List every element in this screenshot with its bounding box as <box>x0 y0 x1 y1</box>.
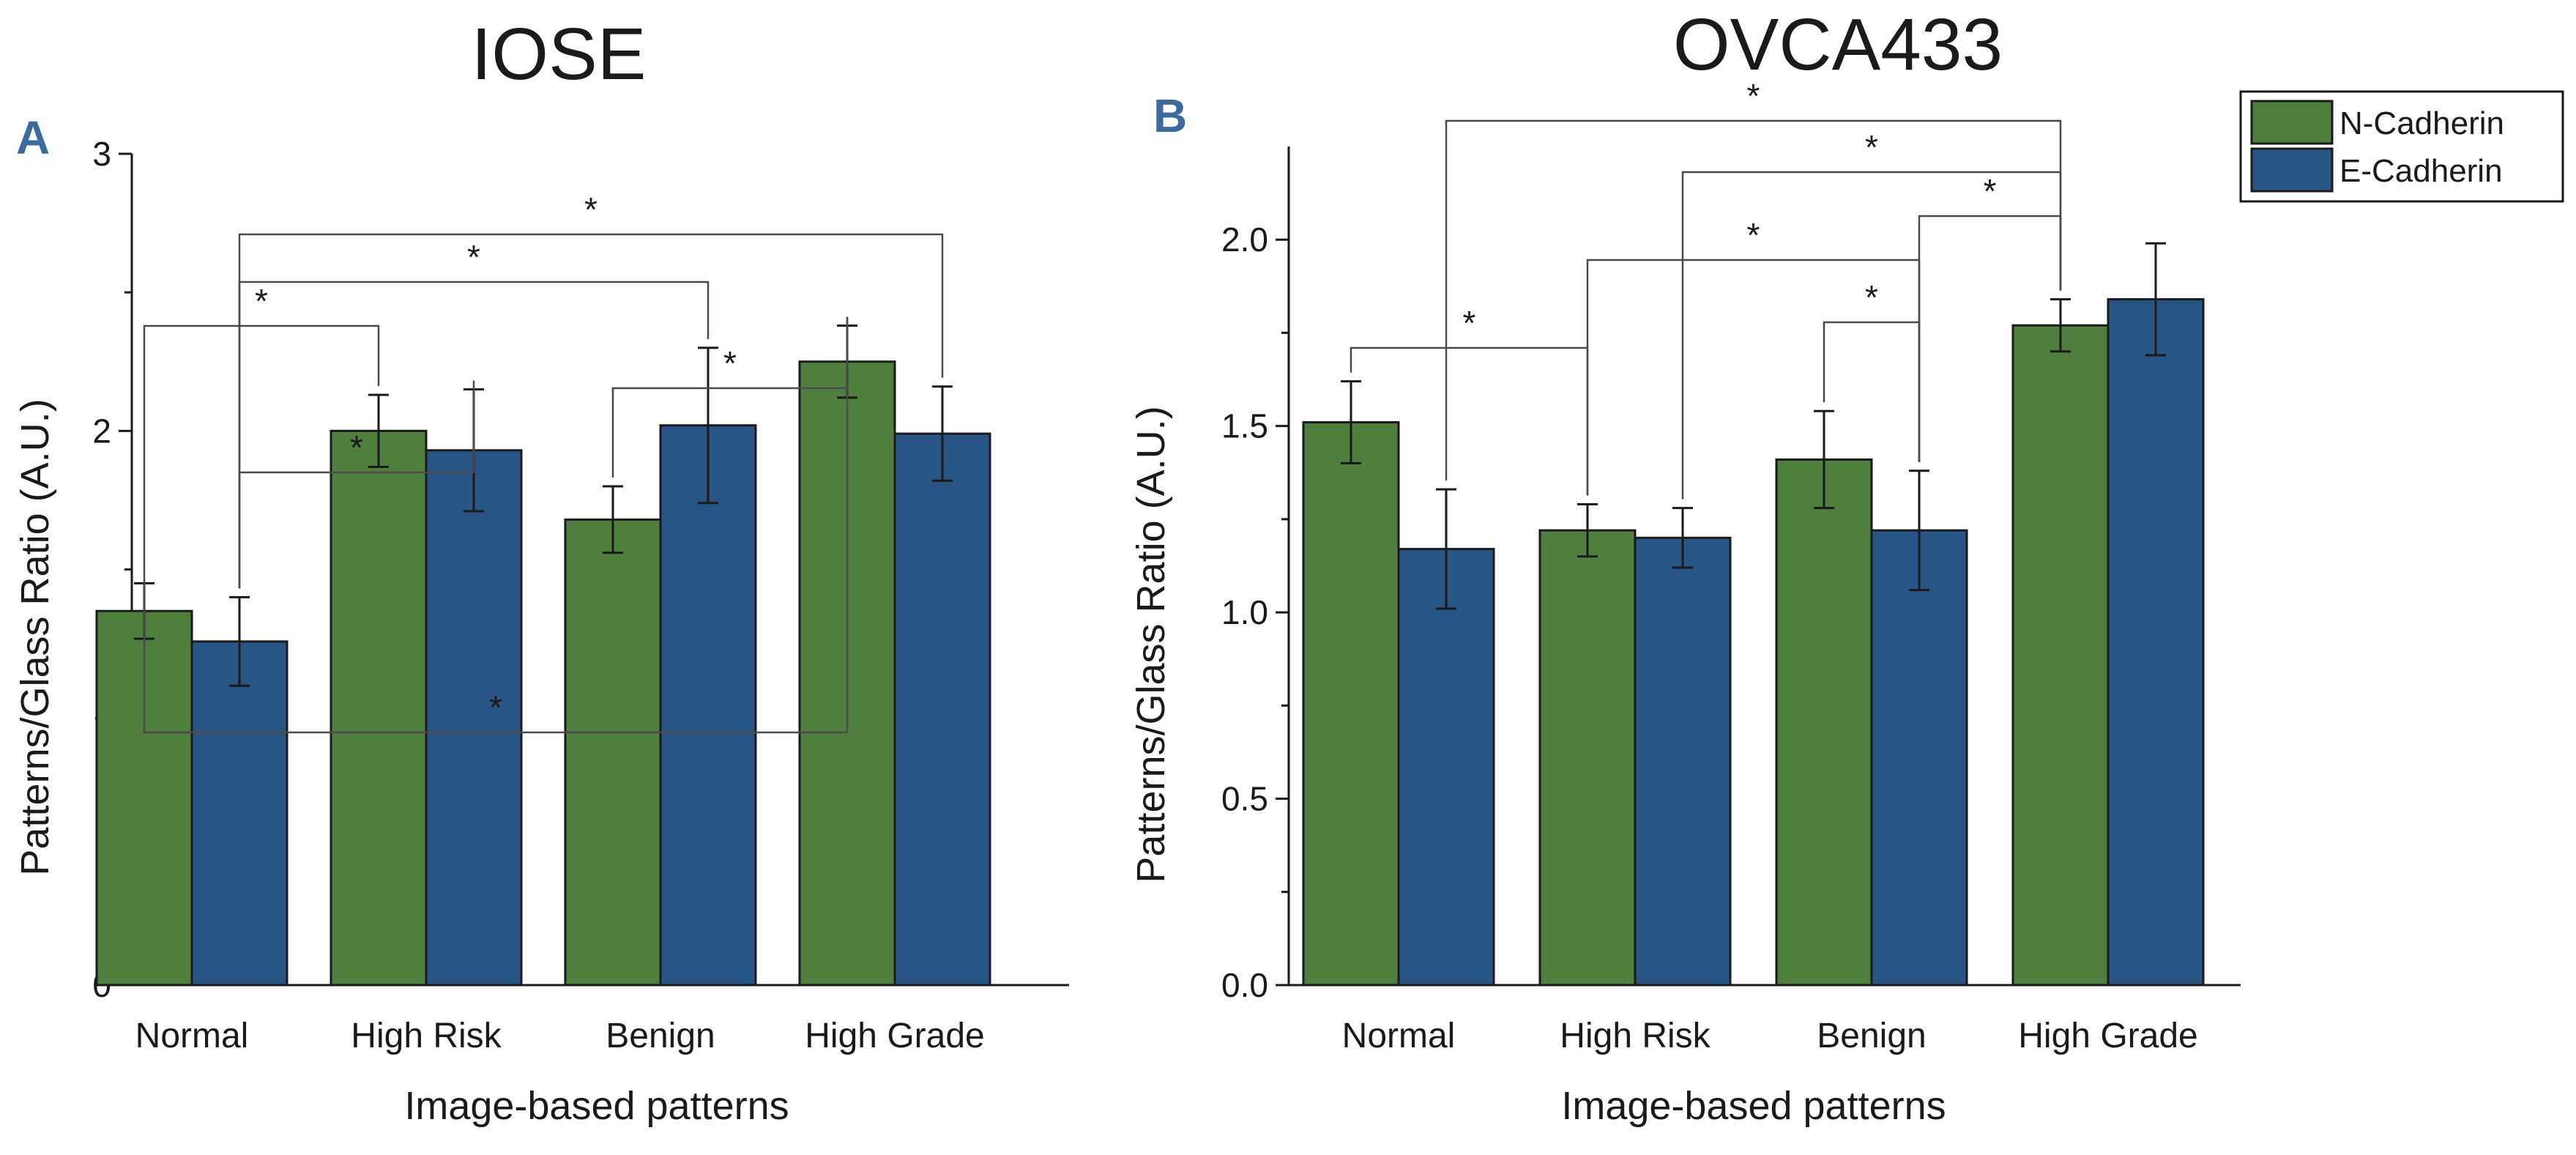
panel-b-category-label: Benign <box>1817 1017 1926 1055</box>
panel-b: OVCA433 B Patterns/Glass Ratio (A.U.) Im… <box>1129 4 2241 1128</box>
panel-b-y-tick-label: 0.5 <box>1221 780 1268 818</box>
panel-a-significance-bracket <box>611 316 849 478</box>
panel-a: IOSE A Patterns/Glass Ratio (A.U.) Image… <box>13 13 1069 1128</box>
panel-a-significance-bracket <box>238 380 475 589</box>
panel-b-significance-bracket <box>1350 346 1589 496</box>
panel-b-bar-e-cadherin-benign <box>1870 529 1968 987</box>
panel-a-significance-bracket <box>143 316 849 734</box>
panel-b-bar-n-cadherin-normal <box>1302 421 1400 987</box>
panel-b-category-label: High Risk <box>1560 1017 1710 1055</box>
legend: N-Cadherin E-Cadherin <box>2239 90 2564 203</box>
panel-a-y-tick-label: 2 <box>92 412 111 450</box>
panel-b-category-label: Normal <box>1342 1017 1456 1055</box>
panel-a-bar-e-cadherin-normal <box>190 640 289 987</box>
panel-b-y-tick-label: 2.0 <box>1221 220 1268 259</box>
panel-b-bar-n-cadherin-high-risk <box>1538 529 1637 987</box>
panel-b-bar-e-cadherin-normal <box>1397 548 1495 987</box>
panel-b-title: OVCA433 <box>1673 4 2003 86</box>
panel-b-label: B <box>1153 89 1187 142</box>
panel-b-significance-bracket <box>1823 321 1921 462</box>
panel-a-label: A <box>16 111 50 164</box>
panel-a-y-axis-label: Patterns/Glass Ratio (A.U.) <box>13 398 57 875</box>
panel-a-significance-star: * <box>350 428 363 467</box>
legend-swatch-e-cadherin <box>2250 147 2334 193</box>
panel-a-bar-e-cadherin-high-grade <box>893 432 991 987</box>
legend-swatch-n-cadherin <box>2250 100 2334 145</box>
panel-b-significance-star: * <box>1747 77 1760 115</box>
panel-a-significance-star: * <box>723 344 737 382</box>
panel-b-plot: 0.0 0.5 1.0 1.5 2.0 Normal High Risk Benign High… <box>1221 77 2241 1055</box>
legend-label-n-cadherin: N-Cadherin <box>2339 105 2504 141</box>
panel-a-significance-bracket <box>238 281 710 589</box>
legend-label-e-cadherin: E-Cadherin <box>2339 153 2503 189</box>
panel-a-significance-bracket <box>143 324 380 575</box>
panel-a-category-label: High Risk <box>351 1017 502 1055</box>
panel-a-significance-star: * <box>489 688 502 727</box>
panel-b-bar-n-cadherin-benign <box>1775 458 1873 987</box>
panel-a-category-label: High Grade <box>805 1017 984 1055</box>
panel-a-significance-star: * <box>255 282 268 320</box>
panel-a-title: IOSE <box>472 13 647 95</box>
panel-a-significance-star: * <box>584 190 598 229</box>
panel-b-significance-bracket <box>1445 119 2062 481</box>
panel-b-y-axis-label: Patterns/Glass Ratio (A.U.) <box>1129 406 1173 883</box>
panel-a-x-axis-label: Image-based patterns <box>404 1084 789 1128</box>
panel-a-significance-star: * <box>467 238 480 276</box>
panel-b-significance-star: * <box>1463 304 1476 342</box>
panel-b-significance-star: * <box>1865 128 1878 166</box>
panel-b-bar-e-cadherin-high-grade <box>2107 298 2205 987</box>
panel-a-bar-e-cadherin-high-risk <box>425 449 523 987</box>
panel-a-category-label: Benign <box>606 1017 715 1055</box>
panel-b-y-tick-label: 1.5 <box>1221 407 1268 445</box>
panel-b-category-label: High Grade <box>2018 1017 2197 1055</box>
panel-b-bar-n-cadherin-high-grade <box>2011 324 2110 987</box>
panel-a-bar-n-cadherin-high-risk <box>330 429 428 987</box>
panel-b-significance-star: * <box>1865 278 1878 316</box>
panel-a-category-label: Normal <box>135 1017 249 1055</box>
panel-b-x-axis-label: Image-based patterns <box>1561 1084 1946 1128</box>
panel-b-significance-star: * <box>1984 172 1997 210</box>
panel-b-y-tick-label: 1.0 <box>1221 593 1268 631</box>
panel-a-bar-e-cadherin-benign <box>659 424 757 987</box>
panel-a-bar-n-cadherin-benign <box>564 518 662 987</box>
panel-a-y-tick-label: 3 <box>92 135 111 173</box>
panel-b-y-tick-label: 0.0 <box>1221 966 1268 1004</box>
panel-b-significance-star: * <box>1747 216 1760 254</box>
panel-b-significance-bracket <box>1681 171 2062 499</box>
panel-b-bar-e-cadherin-high-risk <box>1634 536 1732 987</box>
